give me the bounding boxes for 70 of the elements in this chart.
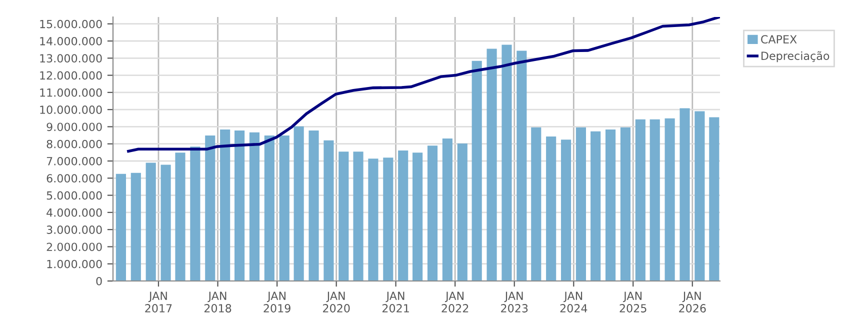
x-tick-label: JAN 2017 [145, 292, 172, 312]
bar [650, 119, 660, 281]
bar [398, 150, 408, 281]
y-tick-label: 10.000.000 [40, 106, 102, 114]
y-tick-label: 13.000.000 [40, 54, 102, 63]
bar [516, 50, 527, 281]
line-series [127, 17, 720, 153]
x-tick-label: JAN 2026 [679, 292, 706, 312]
y-tick-label: 12.000.000 [40, 71, 102, 80]
bar [620, 127, 630, 281]
bar [175, 152, 186, 281]
y-tick-label: 6.000.000 [46, 174, 102, 183]
bar [249, 132, 260, 281]
legend-label: Depreciação [762, 51, 830, 62]
y-tick-label: 4.000.000 [46, 208, 102, 217]
bar [308, 130, 319, 281]
x-tick-label: JAN 2018 [204, 292, 232, 312]
legend-label: CAPEX [761, 35, 797, 44]
bar [502, 44, 512, 281]
bar [368, 158, 378, 281]
x-tick-label: JAN 2023 [501, 292, 528, 312]
bar [457, 144, 468, 281]
y-tick-label: 9.000.000 [46, 122, 102, 132]
bar [116, 174, 126, 281]
y-tick-label: 11.000.000 [40, 88, 102, 97]
bar [279, 135, 290, 281]
bar [130, 172, 141, 281]
x-tick-label: JAN 2020 [323, 292, 350, 312]
x-tick-label: JAN 2025 [620, 292, 646, 312]
bar [234, 130, 245, 281]
bar [160, 164, 171, 281]
bar [442, 138, 452, 281]
y-tick-label: 3.000.000 [46, 226, 102, 234]
x-tick-label: JAN 2021 [382, 292, 409, 312]
bar [190, 146, 200, 281]
y-tick-label: 1.000.000 [47, 260, 102, 268]
bar [560, 140, 572, 281]
bar [576, 127, 586, 281]
y-tick-label: 7.000.000 [46, 156, 102, 166]
bar [264, 135, 274, 281]
bar [146, 162, 156, 281]
bar [635, 119, 646, 281]
y-tick-label: 2.000.000 [46, 242, 102, 252]
bar [338, 152, 349, 281]
x-tick-label: JAN 2019 [264, 292, 290, 312]
y-tick-label: 8.000.000 [46, 140, 102, 148]
bar [694, 111, 705, 281]
bar [205, 135, 216, 281]
y-tick-label: 5.000.000 [46, 191, 102, 200]
bar [605, 129, 616, 281]
x-tick-label: JAN 2022 [442, 292, 468, 312]
bar [427, 146, 438, 281]
bar [472, 60, 482, 281]
bar [664, 118, 675, 281]
y-tick-label: 0 [96, 276, 102, 286]
bar [412, 152, 423, 281]
bar [220, 129, 230, 281]
bar [531, 127, 542, 281]
x-tick-label: JAN 2024 [560, 292, 588, 312]
bar [324, 140, 334, 281]
bar [294, 126, 304, 281]
bar [709, 117, 720, 281]
bar [486, 48, 497, 281]
y-tick-label: 15.000.000 [40, 20, 102, 28]
bar [353, 152, 364, 281]
bar [546, 136, 556, 281]
bar [590, 131, 601, 281]
bar [680, 108, 690, 281]
bar [383, 158, 394, 281]
y-tick-label: 14.000.000 [40, 36, 102, 46]
